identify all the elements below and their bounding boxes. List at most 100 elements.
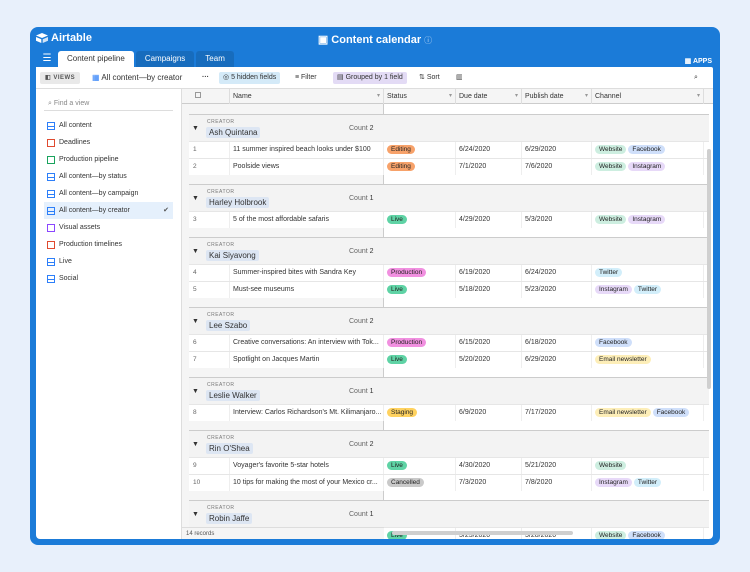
- tab-content-pipeline[interactable]: Content pipeline: [58, 51, 134, 67]
- cell-status[interactable]: Live: [384, 212, 456, 228]
- apps-button[interactable]: ▦ APPS: [685, 57, 712, 65]
- cell-due-date[interactable]: 6/19/2020: [456, 265, 522, 281]
- sidebar-view-item[interactable]: All content: [44, 117, 173, 134]
- cell-channel[interactable]: Email newsletter: [592, 352, 704, 368]
- sidebar-view-item[interactable]: Deadlines: [44, 134, 173, 151]
- group-header[interactable]: ▼ CREATOR Rin O'Shea Count 2: [189, 430, 709, 458]
- sidebar-view-item[interactable]: All content—by creator ✔: [44, 202, 173, 219]
- table-row[interactable]: 9 Voyager's favorite 5-star hotels Live 4/3…: [189, 457, 709, 474]
- tab-team[interactable]: Team: [196, 51, 234, 67]
- cell-due-date[interactable]: 6/15/2020: [456, 335, 522, 351]
- row-number[interactable]: 10: [189, 475, 230, 491]
- cell-channel[interactable]: Email newsletter Facebook: [592, 405, 704, 421]
- cell-due-date[interactable]: 4/30/2020: [456, 458, 522, 474]
- cell-publish-date[interactable]: 7/6/2020: [522, 159, 592, 175]
- cell-name[interactable]: Creative conversations: An interview wit…: [230, 335, 384, 351]
- cell-publish-date[interactable]: 6/18/2020: [522, 335, 592, 351]
- row-number[interactable]: 9: [189, 458, 230, 474]
- table-row[interactable]: 5 Must-see museums Live 5/18/2020 5/23/2020 I…: [189, 281, 709, 298]
- cell-due-date[interactable]: 6/9/2020: [456, 405, 522, 421]
- cell-name[interactable]: 10 tips for making the most of your Mexi…: [230, 475, 384, 491]
- cell-status[interactable]: Editing: [384, 159, 456, 175]
- cell-publish-date[interactable]: 6/29/2020: [522, 142, 592, 158]
- row-number[interactable]: 4: [189, 265, 230, 281]
- cell-name[interactable]: Must-see museums: [230, 282, 384, 298]
- collapse-triangle-icon[interactable]: ▼: [192, 248, 199, 255]
- row-number[interactable]: 2: [189, 159, 230, 175]
- collapse-triangle-icon[interactable]: ▼: [192, 195, 199, 202]
- row-number[interactable]: 6: [189, 335, 230, 351]
- row-height-icon[interactable]: ▥: [456, 74, 463, 81]
- cell-channel[interactable]: Website Facebook: [592, 528, 704, 539]
- cell-publish-date[interactable]: 5/28/2020: [522, 528, 592, 539]
- cell-name[interactable]: 11 summer inspired beach looks under $10…: [230, 142, 384, 158]
- group-header[interactable]: ▼ CREATOR Leslie Walker Count 1: [189, 377, 709, 405]
- collapse-triangle-icon[interactable]: ▼: [192, 511, 199, 518]
- cell-status[interactable]: Cancelled: [384, 475, 456, 491]
- cell-status[interactable]: Staging: [384, 405, 456, 421]
- cell-due-date[interactable]: 6/24/2020: [456, 142, 522, 158]
- table-row[interactable]: 4 Summer-inspired bites with Sandra Key Pr…: [189, 264, 709, 281]
- view-switcher[interactable]: ▦ All content—by creator: [88, 72, 186, 84]
- column-header-channel[interactable]: Channel ▾: [592, 89, 704, 104]
- horizontal-scrollbar[interactable]: [392, 531, 573, 535]
- cell-channel[interactable]: Facebook: [592, 335, 704, 351]
- cell-name[interactable]: Voyager's favorite 5-star hotels: [230, 458, 384, 474]
- airtable-logo[interactable]: Airtable: [36, 32, 92, 44]
- cell-publish-date[interactable]: 7/8/2020: [522, 475, 592, 491]
- cell-name[interactable]: Summer-inspired bites with Sandra Key: [230, 265, 384, 281]
- cell-channel[interactable]: Instagram Twitter: [592, 282, 704, 298]
- group-header[interactable]: ▼ CREATOR Harley Holbrook Count 1: [189, 184, 709, 212]
- chevron-down-icon[interactable]: ▾: [584, 93, 588, 99]
- cell-status[interactable]: Editing: [384, 142, 456, 158]
- hidden-fields-button[interactable]: ◎ 5 hidden fields: [219, 72, 281, 84]
- row-number[interactable]: 1: [189, 142, 230, 158]
- sidebar-view-item[interactable]: All content—by campaign: [44, 185, 173, 202]
- cell-channel[interactable]: Website: [592, 458, 704, 474]
- sidebar-view-item[interactable]: Social: [44, 270, 173, 287]
- cell-publish-date[interactable]: 6/24/2020: [522, 265, 592, 281]
- group-header[interactable]: ▼ CREATOR Kai Siyavong Count 2: [189, 237, 709, 265]
- row-number[interactable]: 7: [189, 352, 230, 368]
- base-title[interactable]: ▣ Content calendar ⓘ: [30, 33, 720, 46]
- cell-publish-date[interactable]: 6/29/2020: [522, 352, 592, 368]
- group-header[interactable]: ▼ CREATOR Robin Jaffe Count 1: [189, 500, 709, 528]
- vertical-scrollbar[interactable]: [707, 149, 711, 389]
- cell-status[interactable]: Production: [384, 265, 456, 281]
- column-header-status[interactable]: Status ▾: [384, 89, 456, 104]
- cell-publish-date[interactable]: 5/21/2020: [522, 458, 592, 474]
- cell-status[interactable]: Live: [384, 458, 456, 474]
- cell-name[interactable]: Interview: Carlos Richardson's Mt. Kilim…: [230, 405, 384, 421]
- search-icon[interactable]: ⌕: [694, 74, 698, 81]
- cell-channel[interactable]: Twitter: [592, 265, 704, 281]
- group-button[interactable]: ▤ Grouped by 1 field: [333, 72, 407, 84]
- column-header-publish-date[interactable]: Publish date ▾: [522, 89, 592, 104]
- cell-name[interactable]: Spotlight on Jacques Martin: [230, 352, 384, 368]
- info-icon[interactable]: ⓘ: [424, 36, 433, 45]
- table-row[interactable]: 7 Spotlight on Jacques Martin Live 5/20/202…: [189, 351, 709, 368]
- group-header[interactable]: ▼ CREATOR Lee Szabo Count 2: [189, 307, 709, 335]
- sidebar-view-item[interactable]: Production timelines: [44, 236, 173, 253]
- cell-publish-date[interactable]: 5/23/2020: [522, 282, 592, 298]
- views-toggle-button[interactable]: ◧ VIEWS: [40, 72, 81, 84]
- sidebar-view-item[interactable]: Production pipeline: [44, 151, 173, 168]
- column-header-name[interactable]: Name ▾: [230, 89, 384, 104]
- filter-button[interactable]: ≡ Filter: [291, 72, 321, 84]
- collapse-triangle-icon[interactable]: ▼: [192, 441, 199, 448]
- chevron-down-icon[interactable]: ▾: [448, 93, 452, 99]
- cell-name[interactable]: Poolside views: [230, 159, 384, 175]
- column-header-due-date[interactable]: Due date ▾: [456, 89, 522, 104]
- table-row[interactable]: 8 Interview: Carlos Richardson's Mt. Kili…: [189, 404, 709, 421]
- view-more-button[interactable]: ···: [202, 74, 209, 81]
- cell-due-date[interactable]: 7/3/2020: [456, 475, 522, 491]
- cell-status[interactable]: Live: [384, 352, 456, 368]
- sidebar-view-item[interactable]: Visual assets: [44, 219, 173, 236]
- chevron-down-icon[interactable]: ▾: [376, 93, 380, 99]
- cell-name[interactable]: 5 of the most affordable safaris: [230, 212, 384, 228]
- cell-channel[interactable]: Website Instagram: [592, 159, 704, 175]
- tab-campaigns[interactable]: Campaigns: [135, 51, 195, 67]
- group-header[interactable]: ▼ CREATOR Ash Quintana Count 2: [189, 114, 709, 142]
- collapse-triangle-icon[interactable]: ▼: [192, 318, 199, 325]
- sort-button[interactable]: ⇅ Sort: [415, 72, 444, 84]
